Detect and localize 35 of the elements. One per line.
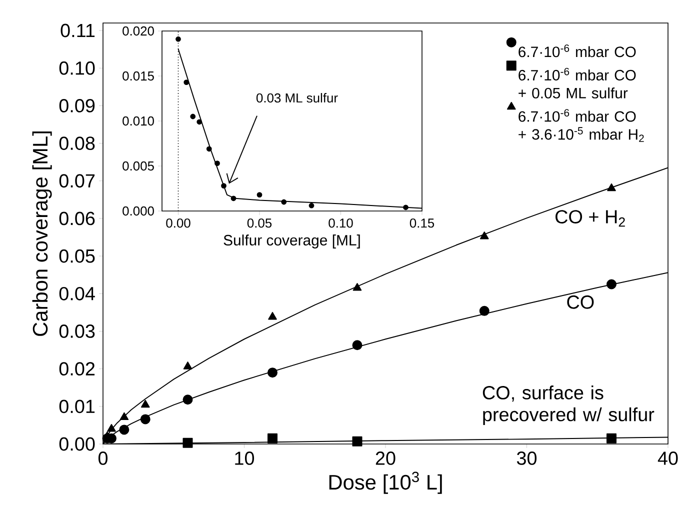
- x-tick-label: 0.10: [328, 218, 353, 228]
- legend-label: 6.7·10$^{-6}$ mbar CO + 3.6·10$^{-5}$ mbar H$_{2}$: [518, 109, 644, 142]
- annotation: 0.03 ML sulfur: [256, 93, 338, 103]
- y-axis-title: Carbon coverage [ML]: [32, 132, 52, 336]
- y-tick-label: 0.07: [59, 174, 95, 188]
- x-axis-title: Dose [10$^{3}$ L]: [329, 472, 442, 494]
- annotation: CO, surface is precovered w/ sulfur: [482, 385, 654, 426]
- y-tick-label: 0.06: [59, 212, 95, 226]
- x-tick-label: 20: [376, 452, 396, 465]
- y-tick-label: 0.020: [122, 26, 154, 36]
- x-tick-label: 0.05: [247, 218, 272, 228]
- y-tick-label: 0.05: [59, 249, 95, 263]
- x-tick-label: 0.00: [166, 218, 190, 228]
- y-tick-label: 0.10: [59, 61, 95, 75]
- legend-label: 6.7·10$^{-6}$ mbar CO: [518, 44, 636, 58]
- y-tick-label: 0.00: [59, 437, 95, 451]
- y-tick-label: 0.005: [122, 161, 154, 171]
- x-tick-label: 10: [235, 452, 254, 465]
- y-tick-label: 0.04: [59, 286, 95, 300]
- y-tick-label: 0.015: [122, 71, 154, 81]
- y-tick-label: 0.000: [122, 206, 154, 216]
- y-tick-label: 0.09: [59, 98, 95, 112]
- x-tick-label: 0: [98, 452, 108, 465]
- y-tick-label: 0.03: [59, 324, 95, 338]
- annotation: CO: [567, 295, 594, 309]
- x-tick-label: 40: [658, 452, 678, 465]
- y-tick-label: 0.02: [59, 362, 95, 376]
- y-tick-label: 0.01: [59, 400, 95, 414]
- x-tick-label: 0.15: [410, 218, 434, 228]
- annotation: CO + H$_{2}$: [556, 210, 625, 227]
- y-tick-label: 0.08: [59, 136, 95, 150]
- x-tick-label: 30: [516, 452, 537, 465]
- y-tick-label: 0.010: [122, 116, 154, 126]
- y-tick-label: 0.11: [60, 24, 95, 38]
- x-axis-title: Sulfur coverage [ML]: [224, 234, 360, 248]
